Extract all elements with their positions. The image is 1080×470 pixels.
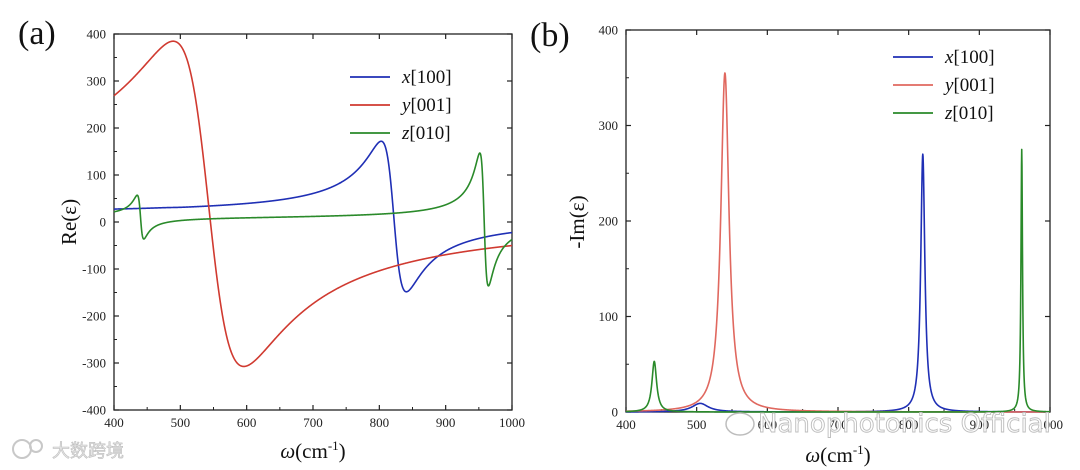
panel-b-chart: (b) 400 500 600 700 800 900 1000 0 100 200 300 400…	[530, 17, 1063, 467]
watermark-logo-icon	[12, 439, 32, 459]
y-tick-label: 200	[87, 121, 107, 136]
y-tick-label: 0	[100, 215, 107, 230]
watermark-logo-icon	[29, 439, 43, 453]
watermark-left-text: 大数跨境	[52, 441, 124, 462]
x-tick-label: 900	[436, 415, 456, 430]
x-tick-label: 600	[237, 415, 257, 430]
legend-label-y: y[001]	[400, 95, 452, 116]
x-axis-unit: (cm	[820, 443, 853, 467]
panel-a-chart: (a) 400 500 600 700 800 900 1000 -400-300-200-…	[18, 15, 525, 463]
x-tick-label: 1000	[499, 415, 525, 430]
series-line-x	[113, 140, 513, 293]
y-tick-label: -200	[82, 309, 106, 324]
legend-label-y: y[001]	[943, 75, 995, 96]
x-tick-label: 400	[616, 417, 636, 432]
x-axis-symbol: ω	[280, 439, 295, 463]
series-line-y	[113, 40, 513, 368]
x-tick-label: 700	[828, 417, 848, 432]
y-tick-label: 400	[87, 27, 107, 42]
legend-label-x: x[100]	[401, 67, 452, 88]
x-tick-label: 400	[104, 415, 124, 430]
watermark-left: 大数跨境	[12, 439, 124, 462]
series-line-z	[113, 152, 513, 287]
legend-label-x: x[100]	[944, 47, 995, 68]
series-line-x	[625, 153, 1051, 413]
x-axis-unit: (cm	[295, 439, 328, 463]
wechat-icon	[725, 412, 755, 436]
panel-b-y-axis-label: -Im(ε)	[565, 195, 589, 248]
x-tick-label: 900	[970, 417, 990, 432]
legend-label-z: z[010]	[944, 103, 994, 124]
y-tick-label: 300	[87, 74, 107, 89]
x-axis-unit-exponent: -1	[328, 438, 339, 453]
x-tick-label: 800	[899, 417, 919, 432]
x-tick-label: 500	[171, 415, 191, 430]
panel-a-label: (a)	[18, 15, 56, 52]
x-axis-unit-exponent: -1	[853, 442, 864, 457]
x-tick-label: 500	[687, 417, 707, 432]
x-tick-label: 600	[758, 417, 778, 432]
x-tick-label: 1000	[1037, 417, 1063, 432]
y-tick-label: 100	[87, 168, 107, 183]
y-tick-label: 200	[599, 214, 619, 229]
panel-a-legend: x[100] y[001] z[010]	[350, 67, 452, 144]
watermark-right-text: Nanophotonics Official	[758, 409, 1051, 439]
watermark-right: Nanophotonics Official	[725, 409, 1051, 439]
y-tick-label: -100	[82, 262, 106, 277]
y-tick-label: 100	[599, 309, 619, 324]
y-tick-label: 0	[612, 405, 619, 420]
legend-label-z: z[010]	[401, 123, 451, 144]
panel-b-x-axis-label: ω(cm-1)	[805, 442, 870, 467]
y-tick-label: 400	[599, 23, 619, 38]
panel-a-x-axis-label: ω(cm-1)	[280, 438, 345, 463]
y-tick-label: 300	[599, 118, 619, 133]
y-tick-label: -400	[82, 403, 106, 418]
series-line-z	[625, 148, 1051, 413]
x-axis-unit-close: )	[339, 439, 346, 463]
panel-b-label: (b)	[530, 17, 570, 54]
panel-b-legend: x[100] y[001] z[010]	[893, 47, 995, 124]
x-axis-symbol: ω	[805, 443, 820, 467]
x-tick-label: 700	[303, 415, 323, 430]
x-axis-unit-close: )	[864, 443, 871, 467]
y-tick-label: -300	[82, 356, 106, 371]
x-tick-label: 800	[370, 415, 390, 430]
panel-a-y-axis-label: Re(ε)	[57, 199, 81, 245]
